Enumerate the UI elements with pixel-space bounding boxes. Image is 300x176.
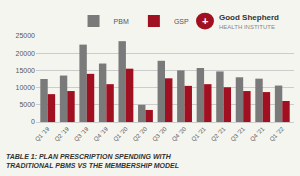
svg-text:PBM: PBM: [114, 18, 129, 25]
svg-text:Q3 '21: Q3 '21: [229, 125, 246, 142]
svg-text:Q1 '20: Q1 '20: [112, 125, 129, 142]
svg-text:10000: 10000: [16, 84, 36, 91]
svg-text:+: +: [202, 15, 208, 27]
svg-text:20000: 20000: [16, 50, 36, 57]
svg-text:TABLE 1: PLAN PRESCRIPTION SPE: TABLE 1: PLAN PRESCRIPTION SPENDING WITH…: [6, 153, 179, 169]
svg-text:5000: 5000: [19, 101, 35, 108]
svg-text:GSP: GSP: [174, 18, 189, 25]
svg-text:Q3 '19: Q3 '19: [73, 125, 90, 142]
svg-text:Q2 '19: Q2 '19: [53, 125, 70, 142]
svg-text:HEALTH INSTITUTE: HEALTH INSTITUTE: [219, 24, 275, 30]
svg-text:25000: 25000: [16, 32, 36, 39]
svg-text:15000: 15000: [16, 67, 36, 74]
svg-text:Q3 '20: Q3 '20: [151, 125, 168, 142]
svg-text:Q2 '20: Q2 '20: [132, 125, 149, 142]
svg-text:Q1 '21: Q1 '21: [190, 125, 207, 142]
svg-text:Q4 '21: Q4 '21: [249, 125, 266, 142]
svg-text:Q1 '19: Q1 '19: [34, 125, 51, 142]
svg-text:Good Shepherd: Good Shepherd: [219, 13, 279, 22]
svg-text:Q4 '19: Q4 '19: [93, 125, 110, 142]
svg-text:Q2 '21: Q2 '21: [210, 125, 227, 142]
svg-text:Q1 '22: Q1 '22: [268, 125, 285, 142]
svg-text:Q4 '20: Q4 '20: [171, 125, 188, 142]
svg-text:0: 0: [31, 118, 35, 125]
